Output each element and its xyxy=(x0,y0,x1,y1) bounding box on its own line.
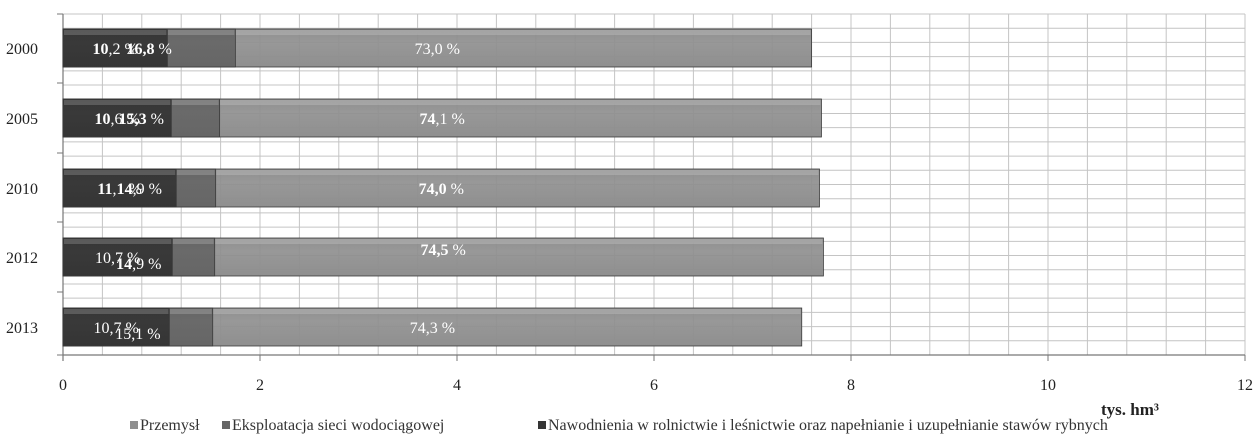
bar-segment xyxy=(62,98,172,138)
legend: Przemysł Eksploatacja sieci wodociągowej N… xyxy=(130,417,1108,434)
data-label: 16,8 % xyxy=(127,41,172,58)
legend-swatch xyxy=(222,421,230,429)
bar-highlight xyxy=(64,309,169,314)
data-label: 10,2 % xyxy=(93,41,138,58)
bars xyxy=(62,28,824,347)
bar-segment xyxy=(62,28,168,68)
category-label: 2000 xyxy=(6,41,38,58)
bar-highlight xyxy=(64,170,819,175)
legend-swatch xyxy=(538,421,546,429)
x-tick-label: 4 xyxy=(453,377,461,394)
bar-segment xyxy=(62,237,173,277)
x-axis-unit-label: tys. hm³ xyxy=(1101,400,1159,419)
data-labels: 73,0 % 16,8 %10,2 % 74,1 % 15,3 %10,6 % 74,0… xyxy=(93,41,466,343)
legend-swatch xyxy=(130,421,138,429)
data-label: 10,7 % xyxy=(94,320,139,337)
category-label: 2013 xyxy=(6,320,38,337)
bar-highlight xyxy=(64,239,823,244)
data-label: 74,3 % xyxy=(410,320,455,337)
bar-highlight xyxy=(64,309,801,314)
x-tick-label: 12 xyxy=(1237,377,1253,394)
bar-highlight xyxy=(64,30,811,35)
category-label: 2012 xyxy=(6,250,38,267)
x-tick-label: 8 xyxy=(847,377,855,394)
bar-segment xyxy=(62,307,170,347)
bar-highlight xyxy=(64,239,172,244)
data-label: 74,0 % xyxy=(419,181,464,198)
bar-highlight xyxy=(64,30,167,35)
category-label: 2010 xyxy=(6,181,38,198)
x-tick-label: 2 xyxy=(256,377,264,394)
x-tick-label: 6 xyxy=(650,377,658,394)
bar-segment xyxy=(62,168,177,208)
x-tick-label: 0 xyxy=(59,377,67,394)
data-label: 15,3 % xyxy=(119,111,164,128)
data-label: 15,1 % xyxy=(115,326,160,343)
data-label: 74,1 % xyxy=(420,111,465,128)
data-label: 10,7 % xyxy=(95,250,140,267)
data-label: 74,5 % xyxy=(421,242,466,259)
legend-label: Nawodnienia w rolnictwie i leśnictwie or… xyxy=(548,417,1108,434)
legend-label: Eksploatacja sieci wodociągowej xyxy=(232,417,444,434)
data-label: 11,1 % xyxy=(97,181,141,198)
data-label: 73,0 % xyxy=(415,41,460,58)
x-tick-label: 10 xyxy=(1040,377,1056,394)
bar-highlight xyxy=(64,100,171,105)
category-label: 2005 xyxy=(6,111,38,128)
axes: 0 2 4 6 8 10 12 2000 2005 2010 2012 2013 xyxy=(6,13,1253,394)
bar-highlight xyxy=(64,170,176,175)
legend-label: Przemysł xyxy=(140,417,200,434)
data-label: 10,6 % xyxy=(95,111,140,128)
data-label: 14,9 % xyxy=(116,256,161,273)
data-label: 14,9 % xyxy=(117,181,162,198)
bar-highlight xyxy=(64,100,821,105)
